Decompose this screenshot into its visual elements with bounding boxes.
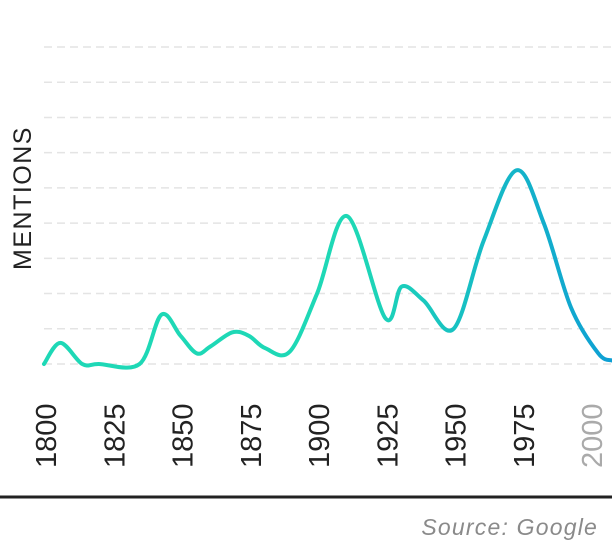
- axis-labels: MENTIONS: [9, 126, 37, 270]
- x-tick-label: 1850: [168, 403, 200, 468]
- gridlines: [44, 46, 612, 365]
- x-tick-label: 1900: [304, 403, 336, 468]
- x-tick-label: 1800: [31, 403, 63, 468]
- x-tick-labels: 1800 1825 1850 1875 1900 1925 1950 1975 2000: [31, 403, 609, 468]
- y-axis-label: MENTIONS: [9, 126, 37, 270]
- x-tick-label: 1825: [99, 403, 131, 468]
- x-tick-label: 1950: [441, 403, 473, 468]
- x-tick-label: 1925: [372, 403, 404, 468]
- x-tick-label: 2000: [577, 403, 609, 468]
- x-tick-label: 1975: [509, 403, 541, 468]
- source-caption: Source: Google: [421, 514, 598, 540]
- series-lines: [42, 168, 612, 370]
- x-tick-label: 1875: [236, 403, 268, 468]
- series-line-0: [42, 168, 612, 370]
